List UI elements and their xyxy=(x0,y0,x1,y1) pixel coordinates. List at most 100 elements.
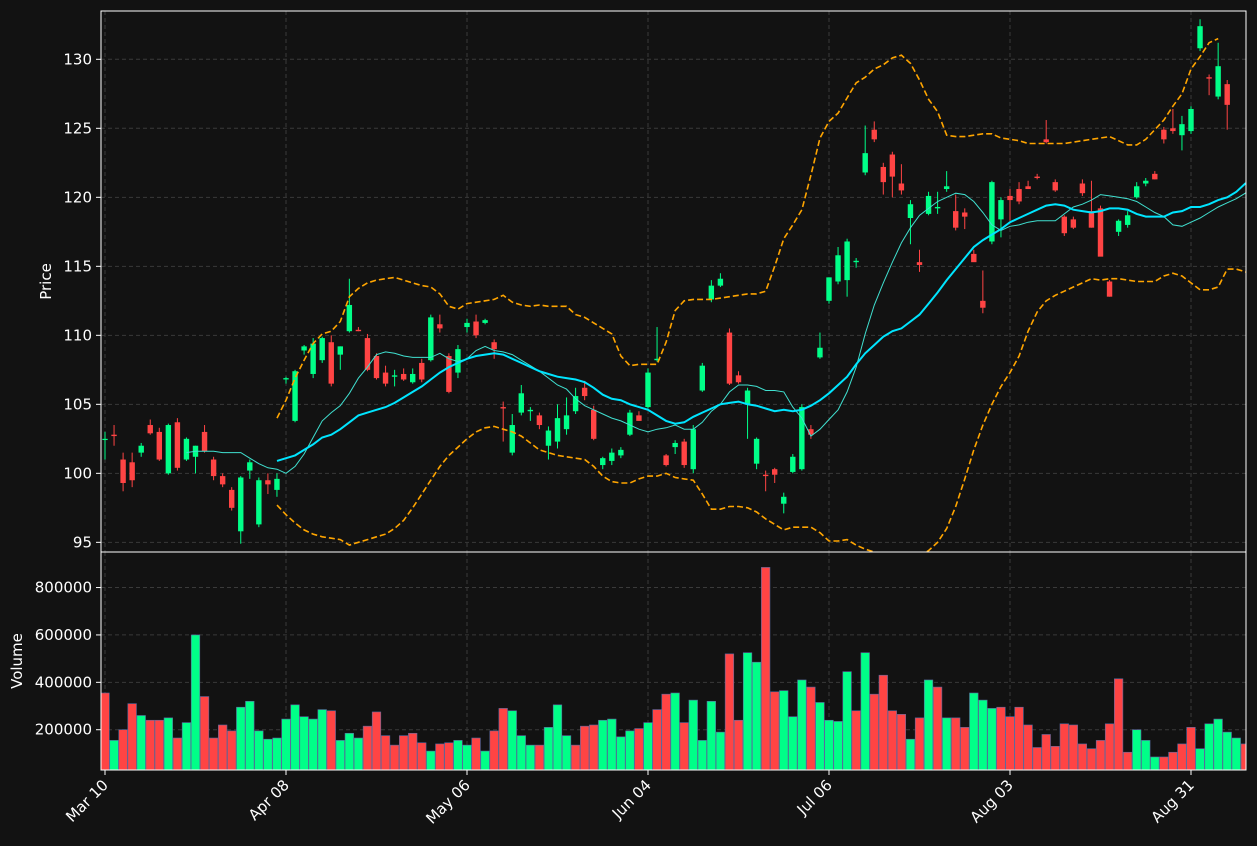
candle-body xyxy=(491,342,497,350)
volume-axis-label: Volume xyxy=(8,633,26,689)
candle-body xyxy=(772,469,778,475)
candle-body xyxy=(862,153,868,173)
volume-bar xyxy=(987,708,997,770)
candle-body xyxy=(663,455,669,466)
candle-body xyxy=(174,422,181,468)
volume-bar xyxy=(878,674,888,770)
candle-body xyxy=(283,378,289,380)
volume-bar xyxy=(534,744,544,770)
volume-bar xyxy=(362,725,373,770)
volume-bar xyxy=(281,718,291,770)
candle-body xyxy=(1152,173,1158,180)
candle-body xyxy=(1079,183,1086,194)
candle-body xyxy=(1061,216,1067,234)
candle-body xyxy=(400,373,407,380)
volume-bar xyxy=(1159,756,1169,770)
volume-bar xyxy=(616,736,626,770)
volume-bar xyxy=(923,679,934,770)
candle-body xyxy=(527,409,534,412)
volume-bar xyxy=(389,744,400,770)
candle-body xyxy=(826,277,832,301)
volume-bar xyxy=(408,732,418,770)
candle-body xyxy=(1161,129,1167,140)
candle-body xyxy=(943,186,950,190)
volume-bar xyxy=(851,710,861,770)
volume-bar xyxy=(715,731,725,770)
volume-bar xyxy=(969,692,979,770)
volume-bar xyxy=(860,652,870,770)
indicator-lines xyxy=(186,37,1246,552)
volume-bar xyxy=(1077,743,1087,770)
candle-body xyxy=(455,349,461,373)
candle-body xyxy=(120,459,126,483)
price-candles xyxy=(102,19,1230,544)
volume-bar xyxy=(724,653,735,770)
candle-body xyxy=(373,356,380,379)
volume-tick-label: 400000 xyxy=(35,673,92,691)
volume-bar xyxy=(236,706,246,770)
volume-bar xyxy=(218,724,228,770)
volume-bar xyxy=(942,717,952,770)
candle-body xyxy=(953,211,959,228)
volume-bar xyxy=(1086,748,1097,770)
volume-bar xyxy=(290,704,300,770)
volume-bar xyxy=(914,717,925,770)
volume-bar xyxy=(543,727,554,770)
candle-body xyxy=(319,338,325,361)
volume-bar xyxy=(1005,716,1015,770)
volume-bar xyxy=(869,693,879,770)
candle-body xyxy=(817,347,823,358)
volume-bar xyxy=(1186,727,1196,770)
volume-bar xyxy=(136,715,146,770)
volume-bar xyxy=(552,704,563,770)
volume-bar xyxy=(525,744,535,770)
candle-body xyxy=(437,324,443,329)
volume-bar xyxy=(824,719,834,770)
volume-bar xyxy=(1132,729,1142,770)
candle-body xyxy=(1115,220,1122,232)
candle-body xyxy=(274,478,280,490)
volume-bar xyxy=(842,671,852,770)
candle-body xyxy=(1097,208,1104,257)
candle-body xyxy=(337,346,343,355)
candle-body xyxy=(1052,182,1058,191)
volume-bar xyxy=(299,716,309,770)
candle-body xyxy=(292,371,298,421)
volume-bar xyxy=(399,735,409,770)
volume-bar xyxy=(1150,756,1160,770)
volume-bar xyxy=(733,719,744,770)
candle-body xyxy=(410,373,416,383)
candle-body xyxy=(1134,186,1140,198)
volume-panel-frame xyxy=(100,551,1247,771)
volume-bar xyxy=(905,738,916,770)
volume-bar xyxy=(426,750,436,770)
candle-body xyxy=(265,480,271,485)
volume-bar xyxy=(254,730,264,770)
volume-bar xyxy=(1095,740,1106,770)
candle-body xyxy=(889,154,896,177)
candle-body xyxy=(654,358,660,361)
volume-bar xyxy=(742,652,753,770)
volume-bar xyxy=(344,732,354,770)
volume-grid xyxy=(101,552,1246,770)
candle-body xyxy=(1106,281,1113,297)
volume-bar xyxy=(996,706,1006,770)
volume-bar xyxy=(706,700,716,770)
candle-body xyxy=(391,375,398,377)
volume-bar xyxy=(697,740,707,770)
volume-bar xyxy=(570,744,581,770)
candle-body xyxy=(753,438,760,464)
volume-bar xyxy=(932,686,943,770)
volume-bar xyxy=(462,744,472,770)
volume-bar xyxy=(308,718,318,770)
volume-bar xyxy=(670,692,680,770)
candle-body xyxy=(482,320,488,323)
bollinger-band-line xyxy=(276,268,1246,552)
volume-bars xyxy=(101,567,1246,770)
candle-body xyxy=(998,200,1004,220)
volume-bar xyxy=(833,721,843,770)
candle-body xyxy=(1007,195,1013,201)
candle-body xyxy=(726,332,733,384)
candle-body xyxy=(600,458,606,466)
